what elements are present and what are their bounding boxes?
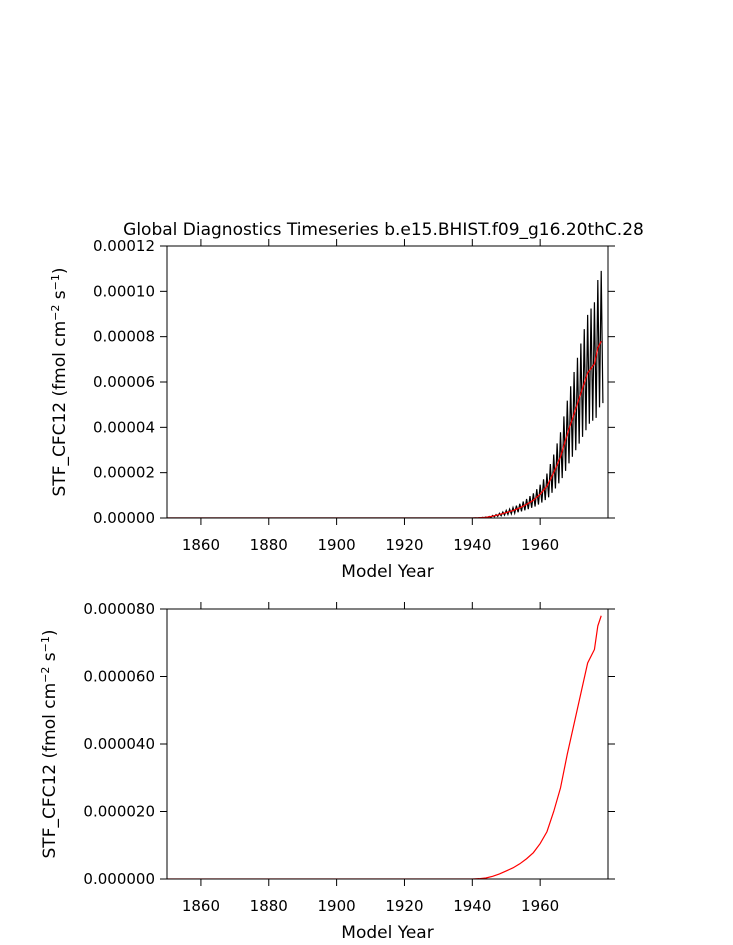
plot-frame — [166, 608, 609, 880]
y-axis-label-superscript: −1 — [39, 636, 52, 652]
x-axis-label: Model Year — [341, 562, 433, 582]
y-tick-label: 0.00002 — [93, 464, 155, 482]
y-tick-label: 0.00000 — [93, 509, 155, 527]
data-line — [167, 340, 602, 518]
y-axis-label: STF_CFC12 (fmol cm−2 s−1) — [49, 268, 71, 497]
x-tick-label: 1960 — [521, 897, 559, 915]
plot-frame — [166, 245, 609, 519]
y-tick-label: 0.00012 — [93, 237, 155, 255]
y-axis-label-part: ) — [50, 268, 70, 275]
y-tick-label: 0.00008 — [93, 328, 155, 346]
y-axis-label-part: STF_CFC12 (fmol cm — [40, 683, 60, 859]
y-tick-label: 0.00010 — [93, 282, 155, 300]
y-axis-label-part: ) — [40, 630, 60, 637]
x-tick-label: 1960 — [521, 536, 559, 554]
y-axis-label-superscript: −1 — [49, 274, 62, 290]
y-axis-label-superscript: −2 — [39, 667, 52, 683]
y-tick-label: 0.00006 — [93, 373, 155, 391]
plot-area — [167, 270, 604, 518]
y-axis-label: STF_CFC12 (fmol cm−2 s−1) — [39, 630, 61, 859]
y-axis-label-part: s — [40, 652, 60, 666]
x-tick-label: 1940 — [453, 897, 491, 915]
x-tick-label: 1860 — [182, 897, 220, 915]
x-tick-label: 1900 — [318, 897, 356, 915]
data-line — [167, 270, 604, 518]
x-tick-label: 1940 — [453, 536, 491, 554]
data-line — [167, 615, 602, 879]
y-tick-label: 0.000020 — [83, 803, 155, 821]
y-tick-label: 0.000040 — [83, 735, 155, 753]
x-tick-label: 1900 — [318, 536, 356, 554]
x-axis-label: Model Year — [341, 923, 433, 943]
plot-area — [167, 615, 602, 879]
x-tick-label: 1880 — [250, 897, 288, 915]
x-tick-label: 1880 — [250, 536, 288, 554]
chart-title: Global Diagnostics Timeseries b.e15.BHIS… — [123, 220, 644, 240]
y-tick-label: 0.00004 — [93, 418, 155, 436]
x-tick-label: 1860 — [182, 536, 220, 554]
y-tick-label: 0.000080 — [83, 600, 155, 618]
y-axis-label-superscript: −2 — [49, 305, 62, 321]
x-tick-label: 1920 — [385, 897, 423, 915]
y-axis-label-part: s — [50, 290, 70, 304]
y-tick-label: 0.000060 — [83, 668, 155, 686]
y-tick-label: 0.000000 — [83, 870, 155, 888]
y-axis-label-part: STF_CFC12 (fmol cm — [50, 321, 70, 497]
x-tick-label: 1920 — [385, 536, 423, 554]
